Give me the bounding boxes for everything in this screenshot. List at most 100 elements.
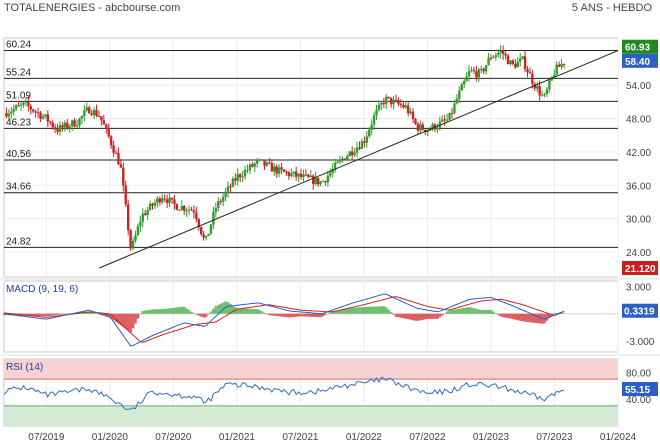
candle-body [85, 107, 88, 111]
candle-body [141, 213, 144, 222]
macd-histogram-bar [185, 308, 188, 314]
macd-histogram-bar [168, 308, 171, 314]
trend-line [99, 50, 619, 269]
candle-body [499, 50, 502, 53]
candle-body [324, 181, 327, 183]
candle-body [119, 164, 123, 168]
candle-body [238, 174, 242, 178]
candle-body [314, 177, 317, 185]
rsi-y-tick-label: 80.00 [626, 368, 651, 379]
macd-histogram-bar [195, 313, 198, 315]
candle-body [501, 50, 505, 54]
candle-body [151, 203, 154, 206]
macd-histogram-bar [455, 309, 459, 314]
candle-body [531, 73, 534, 84]
macd-histogram-bar [39, 313, 42, 317]
candle-body [246, 169, 249, 171]
candle-body [406, 105, 410, 114]
candle-body [256, 159, 259, 164]
macd-histogram-bar [380, 306, 383, 314]
macd-histogram-bar [370, 306, 373, 314]
candle-body [97, 115, 101, 117]
macd-histogram-bar [548, 313, 551, 319]
candle-body [545, 89, 549, 95]
macd-histogram-bar [309, 313, 313, 317]
macd-histogram-bar [504, 313, 507, 318]
macd-histogram-bar [465, 307, 468, 314]
candle-body [131, 240, 135, 249]
macd-histogram-bar [450, 309, 454, 314]
macd-histogram-bar [436, 313, 439, 319]
macd-histogram-bar [214, 306, 218, 314]
candle-body [557, 64, 561, 67]
macd-histogram-bar [229, 303, 232, 314]
macd-histogram-bar [499, 313, 503, 317]
macd-histogram-bar [158, 309, 162, 314]
x-tick-label: 01/2021 [219, 432, 256, 443]
candle-body [465, 76, 468, 82]
candle-body [270, 163, 274, 172]
candle-body [326, 175, 330, 183]
macd-histogram-bar [333, 310, 337, 314]
candle-body [477, 69, 480, 78]
y-tick-label: 42.00 [626, 148, 651, 159]
macd-histogram-bar [243, 308, 247, 314]
candle-body [148, 203, 152, 211]
candle-body [117, 152, 120, 165]
candle-body [158, 198, 162, 203]
candle-body [368, 129, 371, 137]
candle-body [49, 121, 52, 123]
candle-body [443, 119, 446, 121]
candle-body [153, 202, 157, 206]
candle-body [5, 113, 8, 117]
candle-body [136, 226, 140, 236]
macd-histogram-bar [304, 313, 308, 317]
candle-body [178, 209, 181, 211]
macd-histogram-bar [287, 313, 291, 318]
candle-body [78, 118, 81, 126]
macd-histogram-bar [63, 313, 67, 315]
candle-body [126, 204, 130, 231]
macd-histogram-bar [511, 313, 515, 320]
y-tick-label: 24.00 [626, 248, 651, 259]
macd-histogram-bar [282, 313, 286, 317]
candle-body [258, 159, 261, 161]
candle-body [204, 236, 208, 238]
macd-histogram-bar [263, 312, 266, 314]
candle-body [260, 159, 264, 161]
candle-body [375, 109, 378, 116]
macd-histogram-bar [139, 313, 142, 315]
macd-histogram-bar [528, 313, 532, 323]
level-label: 24.82 [6, 236, 31, 247]
candle-body [200, 227, 203, 235]
macd-histogram-bar [231, 305, 235, 314]
candle-body [195, 212, 198, 220]
candle-body [536, 86, 539, 89]
candle-body [202, 234, 205, 238]
macd-histogram-bar [406, 313, 410, 320]
macd-histogram-bar [251, 308, 254, 314]
rsi-oversold-zone [4, 405, 618, 426]
candle-body [219, 201, 222, 203]
macd-histogram-bar [492, 311, 495, 314]
candle-body [29, 106, 32, 110]
x-tick-label: 01/2024 [600, 432, 637, 443]
candle-body [161, 198, 164, 203]
macd-histogram-bar [416, 313, 420, 321]
macd-histogram-bar [409, 313, 412, 320]
macd-histogram-bar [489, 309, 493, 314]
candle-body [480, 68, 483, 70]
rsi-overbought-zone [4, 359, 618, 380]
candle-body [275, 166, 278, 174]
candle-body [487, 57, 490, 66]
candle-body [263, 159, 266, 166]
candle-body [521, 56, 524, 59]
candle-body [41, 116, 45, 119]
y-tick-label: 54.00 [626, 81, 651, 92]
macd-histogram-bar [443, 313, 447, 315]
macd-histogram-bar [341, 309, 344, 314]
macd-histogram-bar [419, 313, 422, 321]
macd-histogram-bar [375, 306, 378, 314]
candle-body [192, 210, 196, 213]
candle-body [392, 99, 395, 105]
